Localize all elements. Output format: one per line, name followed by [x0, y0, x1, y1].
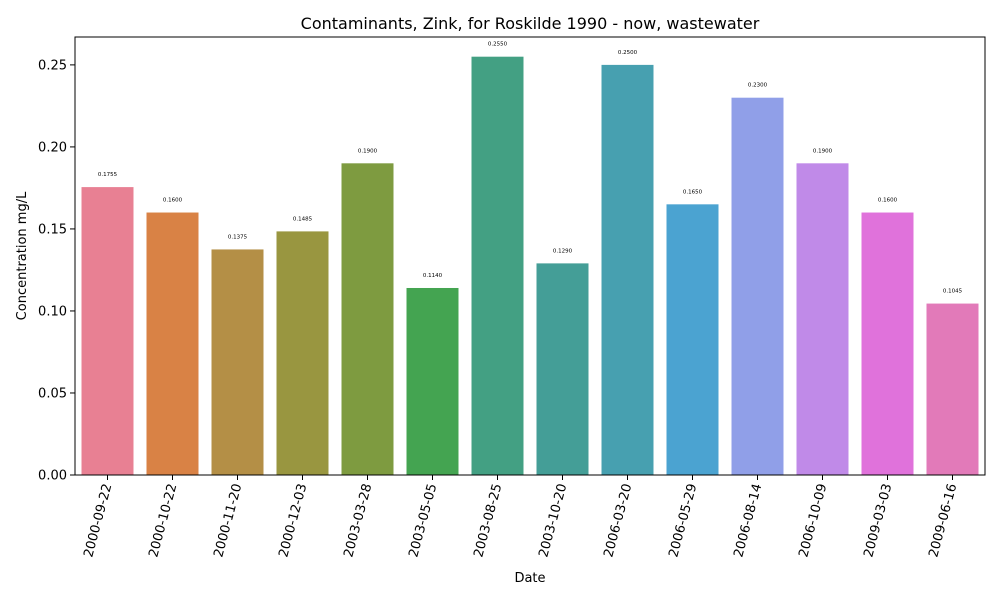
x-tick-label-2003-08-25: 2003-08-25 [471, 482, 505, 559]
x-tick-label-2003-10-20: 2003-10-20 [536, 482, 570, 559]
bar-2000-11-20 [211, 249, 264, 475]
bar-2000-12-03 [276, 231, 329, 475]
y-axis-label: Concentration mg/L [15, 191, 30, 320]
data-labels-group: 0.1755 0.1600 0.1375 0.1485 0.1900 0.1140 0.25… [98, 42, 963, 295]
data-label-2006-05-29: 0.1650 [683, 189, 703, 195]
bar-2003-03-28 [341, 163, 394, 475]
data-label-2006-03-20: 0.2500 [618, 50, 638, 56]
data-label-2000-12-03: 0.1485 [293, 216, 313, 222]
data-label-2006-08-14: 0.2300 [748, 83, 768, 89]
y-tick-label-0.05: 0.05 [38, 386, 67, 401]
bar-2003-08-25 [471, 56, 524, 475]
x-tick-label-2006-05-29: 2006-05-29 [666, 482, 700, 559]
y-tick-label-0.00: 0.00 [38, 469, 67, 484]
x-tick-label-2000-10-22: 2000-10-22 [146, 482, 180, 559]
y-tick-label-0.25: 0.25 [38, 58, 67, 73]
data-label-2006-10-09: 0.1900 [813, 148, 833, 154]
y-tick-label-0.10: 0.10 [38, 304, 67, 319]
data-label-2009-03-03: 0.1600 [878, 198, 898, 204]
x-tick-label-2009-06-16: 2009-06-16 [926, 482, 960, 559]
x-axis-label: Date [514, 571, 545, 586]
bar-2003-10-20 [536, 263, 589, 475]
bar-2009-06-16 [926, 303, 979, 475]
data-label-2009-06-16: 0.1045 [943, 289, 963, 295]
x-tick-label-2006-08-14: 2006-08-14 [731, 482, 765, 559]
data-label-2003-05-05: 0.1140 [423, 273, 443, 279]
x-tick-label-2003-05-05: 2003-05-05 [406, 482, 440, 559]
x-tick-label-2006-10-09: 2006-10-09 [796, 482, 830, 559]
y-tick-label-0.20: 0.20 [38, 140, 67, 155]
bar-2006-05-29 [666, 204, 719, 475]
x-tick-label-2009-03-03: 2009-03-03 [861, 482, 895, 559]
bar-2000-09-22 [81, 187, 134, 475]
chart-title: Contaminants, Zink, for Roskilde 1990 - … [301, 14, 760, 33]
data-label-2000-09-22: 0.1755 [98, 172, 118, 178]
bar-2006-03-20 [601, 64, 654, 476]
data-label-2003-08-25: 0.2550 [488, 42, 508, 48]
bar-2003-05-05 [406, 287, 459, 475]
data-label-2000-10-22: 0.1600 [163, 198, 183, 204]
plot-frame [74, 36, 986, 476]
x-tick-label-2000-11-20: 2000-11-20 [211, 482, 245, 559]
x-tick-label-2006-03-20: 2006-03-20 [601, 482, 635, 559]
x-tick-label-2000-09-22: 2000-09-22 [81, 482, 115, 559]
bar-2006-10-09 [796, 163, 849, 475]
bars-group [81, 56, 979, 476]
x-tick-label-2000-12-03: 2000-12-03 [276, 482, 310, 559]
data-label-2000-11-20: 0.1375 [228, 234, 248, 240]
x-tick-label-2003-03-28: 2003-03-28 [341, 482, 375, 559]
bar-2009-03-03 [861, 212, 914, 476]
x-axis: 2000-09-22 2000-10-22 2000-11-20 2000-12-03… [81, 475, 960, 559]
bar-2000-10-22 [146, 212, 199, 476]
y-tick-label-0.15: 0.15 [38, 222, 67, 237]
bar-2006-08-14 [731, 97, 784, 476]
data-label-2003-10-20: 0.1290 [553, 248, 573, 254]
data-label-2003-03-28: 0.1900 [358, 148, 378, 154]
y-axis: 0.00 0.05 0.10 0.15 0.20 0.25 [38, 58, 75, 484]
